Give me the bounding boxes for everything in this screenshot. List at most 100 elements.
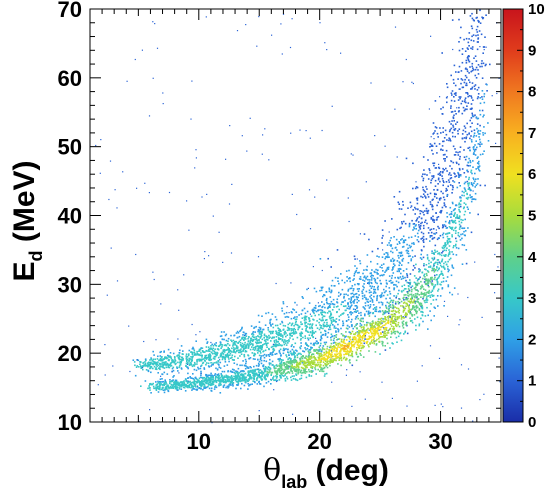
data-point (147, 365, 149, 367)
data-point (364, 313, 366, 315)
data-point (442, 245, 445, 247)
data-point (399, 255, 402, 257)
data-point (459, 200, 462, 202)
data-point (209, 356, 212, 358)
data-point (439, 262, 441, 265)
data-point (417, 278, 419, 280)
data-point (467, 170, 469, 173)
data-point (395, 307, 398, 309)
data-point (463, 38, 465, 41)
data-point (355, 353, 358, 356)
data-point (260, 341, 262, 344)
data-point (387, 322, 390, 325)
data-point (415, 224, 417, 226)
data-point (329, 296, 332, 298)
data-point (437, 225, 439, 228)
data-point (192, 381, 194, 384)
data-point (455, 123, 457, 125)
data-point (347, 288, 350, 291)
data-point (170, 356, 172, 358)
data-point (432, 122, 435, 124)
data-point (248, 345, 250, 347)
data-point (363, 332, 366, 335)
data-point (440, 148, 442, 151)
data-point (269, 322, 271, 325)
data-point (326, 297, 328, 300)
data-point (358, 347, 361, 349)
data-point (267, 380, 270, 383)
data-point (310, 342, 312, 345)
data-point (323, 366, 326, 369)
data-point (461, 237, 463, 240)
data-point (388, 304, 391, 307)
data-point (390, 245, 392, 247)
data-point (402, 257, 405, 260)
data-point (311, 363, 314, 366)
data-point (329, 310, 331, 313)
data-point (403, 294, 406, 296)
data-point (394, 323, 397, 325)
data-point (439, 197, 442, 199)
data-point (477, 165, 479, 168)
data-point (197, 358, 199, 361)
data-point (157, 387, 160, 390)
data-point (412, 242, 415, 244)
data-point (321, 334, 324, 336)
data-point (440, 190, 442, 193)
data-point (135, 366, 138, 368)
data-point (429, 240, 431, 242)
data-point (274, 370, 276, 372)
data-point (385, 327, 388, 329)
data-point (201, 376, 204, 379)
data-point (172, 360, 175, 362)
data-point (193, 349, 196, 352)
data-point (156, 363, 158, 366)
data-point (426, 188, 428, 190)
data-point (225, 355, 228, 358)
data-point (362, 326, 365, 328)
data-point (404, 307, 407, 310)
data-point (353, 338, 356, 340)
data-point (465, 137, 467, 140)
data-point (366, 265, 368, 268)
data-point (247, 388, 249, 390)
data-point (168, 364, 170, 366)
data-point (422, 320, 424, 323)
data-point (305, 325, 308, 327)
data-point (217, 348, 220, 351)
data-point (324, 373, 326, 375)
data-point (440, 108, 442, 110)
data-point (256, 377, 258, 380)
data-point (341, 313, 344, 315)
data-point (199, 348, 202, 350)
data-point (317, 349, 320, 351)
data-point (297, 366, 300, 369)
data-point (400, 272, 402, 275)
data-point (349, 359, 351, 361)
data-point (403, 284, 406, 286)
data-point (372, 322, 375, 324)
data-point (430, 218, 433, 220)
data-point (360, 314, 362, 317)
data-point (349, 348, 351, 350)
data-point (186, 358, 189, 361)
data-point (251, 346, 253, 348)
data-point (343, 335, 345, 337)
data-point (461, 194, 463, 197)
data-point (297, 368, 299, 371)
data-point (272, 378, 274, 380)
data-point (270, 371, 273, 374)
data-point (471, 183, 474, 186)
data-point (333, 341, 336, 344)
data-point (468, 32, 471, 34)
data-point (329, 346, 331, 349)
data-point (313, 361, 315, 364)
data-point (265, 378, 267, 381)
data-point (419, 269, 421, 271)
data-point (446, 189, 448, 191)
data-point (437, 216, 440, 218)
data-point (311, 366, 313, 368)
data-point (415, 305, 417, 308)
data-point (479, 124, 481, 127)
data-point (253, 349, 256, 351)
